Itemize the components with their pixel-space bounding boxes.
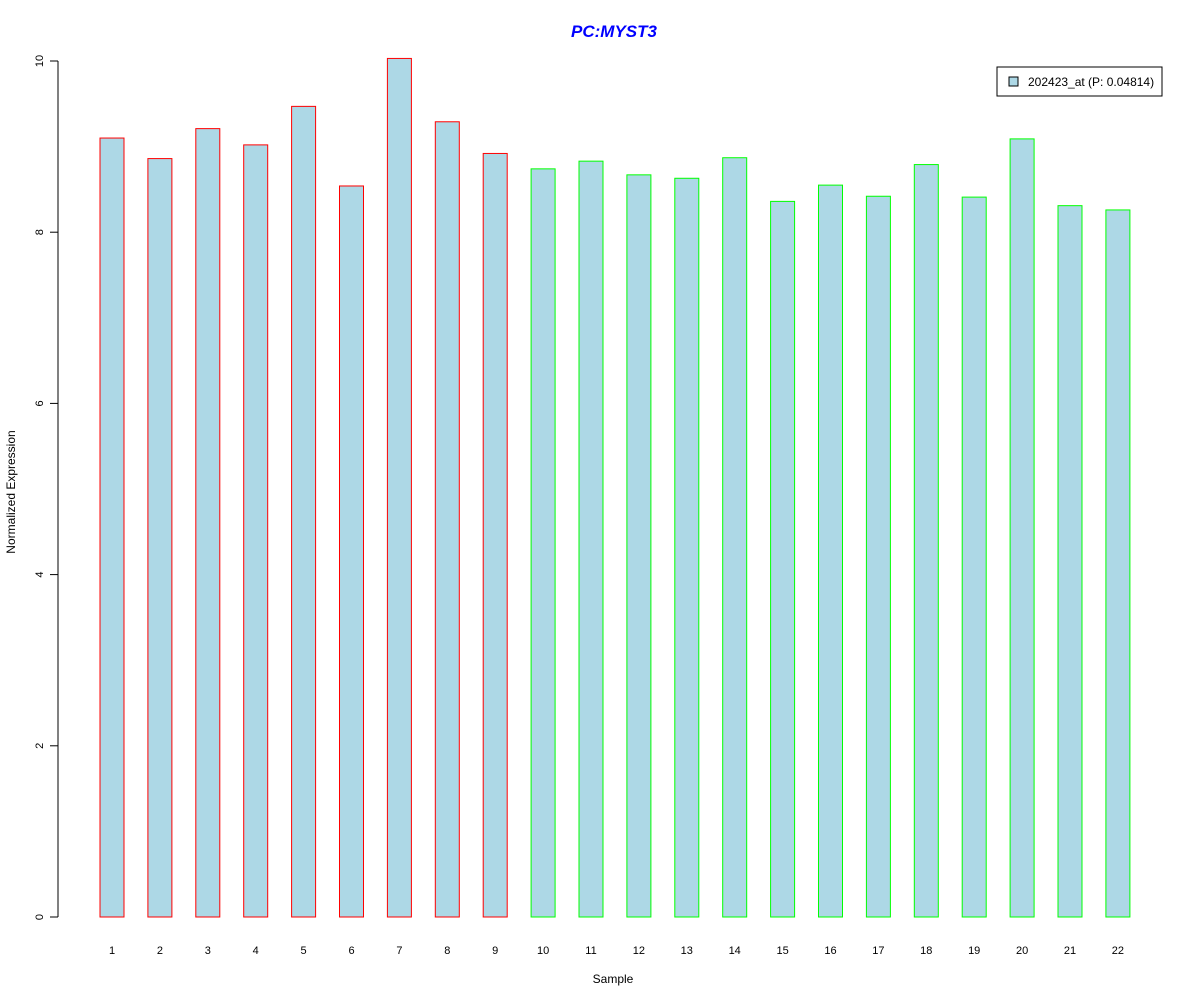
x-tick-label: 13 (681, 945, 693, 957)
x-tick-label: 12 (633, 945, 645, 957)
x-tick-label: 9 (492, 945, 498, 957)
bar-sample-20 (1009, 138, 1035, 918)
x-tick-label: 5 (301, 945, 307, 957)
y-tick-label: 10 (34, 55, 46, 67)
x-tick-label: 20 (1016, 945, 1028, 957)
legend-swatch (1008, 76, 1019, 87)
bar-sample-12 (626, 174, 652, 918)
x-tick-label: 2 (157, 945, 163, 957)
bar-sample-19 (961, 196, 987, 918)
x-tick-labels: 1 2 3 4 5 6 7 8 9 10 11 12 13 14 15 16 17 18 19 20 21 22 (109, 945, 1124, 957)
x-tick-label: 1 (109, 945, 115, 957)
x-tick-label: 19 (968, 945, 980, 957)
x-tick-label: 22 (1112, 945, 1124, 957)
legend: 202423_at (P: 0.04814) (996, 66, 1163, 97)
bar-sample-6 (339, 185, 364, 918)
bar-sample-17 (865, 195, 891, 918)
x-tick-label: 11 (585, 945, 596, 957)
y-tick-label: 4 (34, 572, 46, 578)
bar-sample-1 (99, 137, 125, 918)
x-tick-label: 7 (396, 945, 402, 957)
x-tick-label: 18 (920, 945, 932, 957)
x-tick-label: 10 (537, 945, 549, 957)
bar-sample-10 (530, 168, 556, 918)
x-tick-label: 3 (205, 945, 211, 957)
y-tick-label: 6 (34, 400, 46, 406)
bar-sample-2 (147, 158, 173, 918)
x-tick-label: 6 (348, 945, 354, 957)
legend-box (996, 66, 1163, 97)
y-axis-label: Normalized Expression (4, 430, 18, 553)
x-tick-label: 16 (824, 945, 836, 957)
y-tick-label: 2 (34, 743, 46, 749)
bars-group (99, 57, 1131, 918)
x-tick-label: 14 (729, 945, 741, 957)
bar-sample-4 (243, 144, 269, 918)
y-axis: 0 2 4 6 8 10 (34, 55, 59, 920)
bar-sample-16 (818, 184, 843, 918)
bar-sample-9 (482, 152, 508, 918)
x-tick-label: 8 (444, 945, 450, 957)
bar-sample-18 (913, 164, 939, 918)
x-tick-label: 15 (776, 945, 788, 957)
bar-sample-21 (1057, 205, 1083, 918)
bar-sample-5 (291, 105, 317, 918)
y-tick-label: 0 (34, 914, 46, 920)
bar-sample-3 (195, 128, 221, 918)
bar-sample-22 (1105, 209, 1131, 918)
y-tick-label: 8 (34, 229, 46, 235)
chart-title: PC:MYST3 (571, 22, 658, 41)
bar-sample-7 (386, 57, 412, 918)
bar-sample-8 (434, 121, 460, 918)
x-tick-label: 17 (872, 945, 884, 957)
x-tick-label: 4 (253, 945, 259, 957)
bar-sample-13 (674, 177, 700, 918)
x-tick-label: 21 (1064, 945, 1076, 957)
bar-sample-14 (722, 157, 748, 918)
x-axis-label: Sample (593, 972, 634, 986)
legend-entry-label: 202423_at (P: 0.04814) (1028, 75, 1154, 89)
bar-sample-11 (578, 160, 604, 918)
bar-sample-15 (770, 200, 796, 918)
